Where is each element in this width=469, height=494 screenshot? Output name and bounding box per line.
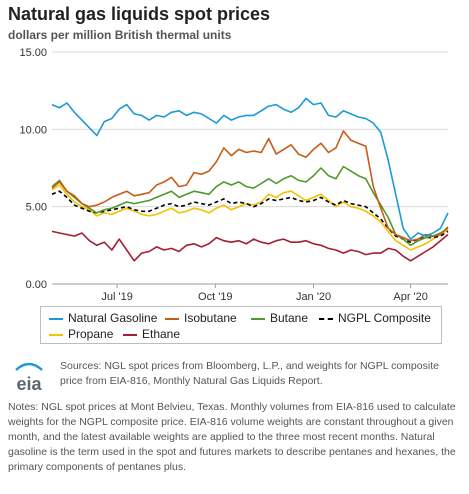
series-line-ngpl-composite (51, 190, 449, 243)
x-tick-label: Apr '20 (393, 291, 428, 302)
x-tick-label: Oct '19 (198, 291, 233, 302)
chart-subtitle: dollars per million British thermal unit… (8, 28, 232, 42)
legend-swatch (165, 317, 179, 320)
y-tick-label: 15.00 (19, 47, 47, 59)
chart-legend: Natural Gasoline Isobutane Butane NGPL Comp… (40, 306, 442, 344)
legend-swatch (49, 333, 63, 336)
legend-item-ethane: Ethane (123, 327, 180, 341)
y-tick-label: 5.00 (26, 202, 47, 214)
x-axis-ticks: Jul '19 Oct '19 Jan '20 Apr '20 (101, 284, 428, 302)
line-chart: 0.00 5.00 10.00 15.00 Jul '19 Oct '19 Jan '20… (19, 47, 449, 302)
legend-swatch (49, 317, 63, 320)
legend-item-butane: Butane (251, 311, 308, 325)
grid-lines (52, 51, 448, 285)
series-lines (51, 97, 449, 262)
chart-title: Natural gas liquids spot prices (8, 4, 271, 24)
legend-swatch (123, 333, 137, 336)
y-tick-label: 10.00 (19, 124, 47, 136)
legend-label: Butane (270, 311, 309, 325)
legend-label: NGPL Composite (338, 311, 431, 325)
series-line-butane (51, 165, 449, 247)
svg-text:eia: eia (16, 374, 42, 394)
legend-item-ngpl-composite: NGPL Composite (319, 311, 431, 325)
legend-item-propane: Propane (49, 327, 113, 341)
legend-label: Propane (68, 327, 114, 341)
x-tick-label: Jul '19 (101, 291, 132, 302)
legend-item-isobutane: Isobutane (165, 311, 237, 325)
sources-note: Sources: NGL spot prices from Bloomberg,… (60, 360, 439, 387)
y-tick-label: 0.00 (26, 279, 47, 291)
legend-swatch (251, 317, 265, 320)
series-line-natural-gasoline (51, 97, 449, 240)
y-axis-ticks: 0.00 5.00 10.00 15.00 (19, 47, 47, 291)
series-line-ethane (51, 230, 449, 262)
notes-text: Notes: NGL spot prices at Mont Belvieu, … (8, 401, 456, 473)
series-line-isobutane (51, 130, 449, 242)
legend-label: Isobutane (184, 311, 237, 325)
eia-logo: eia (15, 362, 43, 394)
legend-label: Natural Gasoline (68, 311, 158, 325)
legend-label: Ethane (142, 327, 181, 341)
legend-swatch (319, 317, 333, 320)
x-tick-label: Jan '20 (296, 291, 331, 302)
legend-item-natural-gasoline: Natural Gasoline (49, 311, 157, 325)
